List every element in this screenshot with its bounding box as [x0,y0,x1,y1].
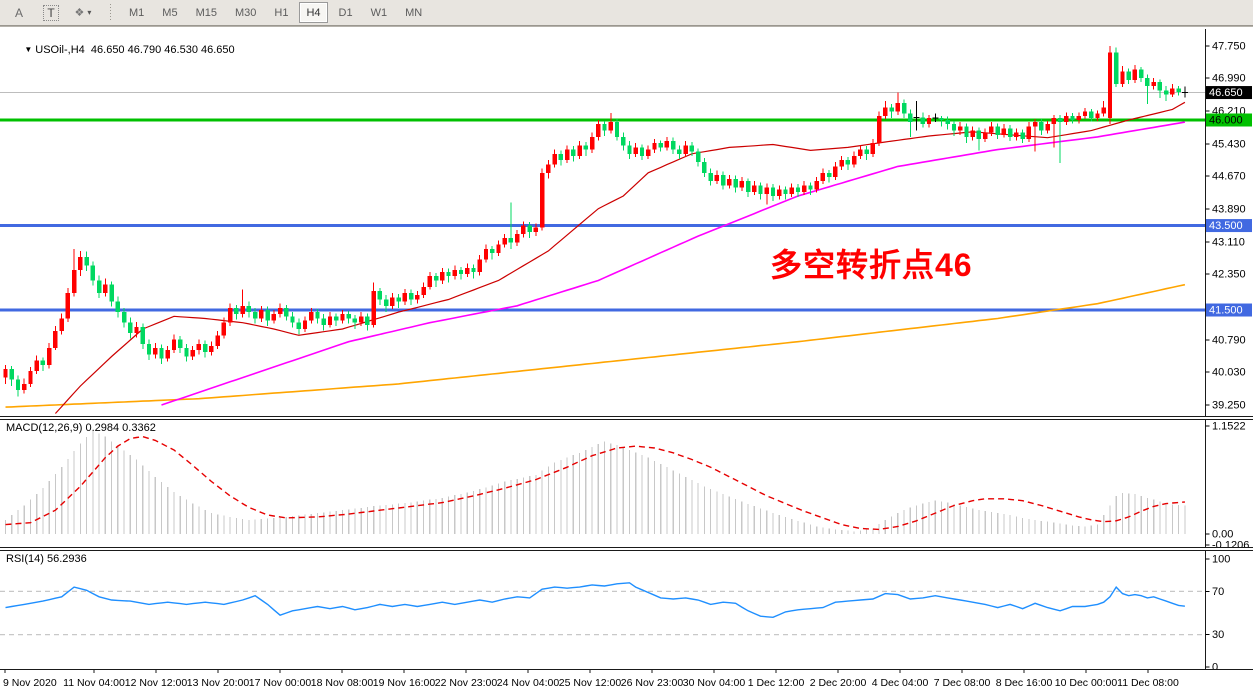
time-tick-label: 19 Nov 16:00 [373,677,436,689]
axis-tick-label: 43.890 [1212,204,1246,216]
axis-tick-label: 47.750 [1212,41,1246,53]
price-pane: 47.750 46.990 46.210 45.430 44.670 43.890 43.1… [0,29,1253,416]
time-tick-label: 12 Nov 12:00 [125,677,188,689]
time-tick-label: 17 Nov 00:00 [249,677,312,689]
text-tool-button[interactable]: A [4,2,34,24]
axis-tick-label: 1.1522 [1212,421,1246,433]
timeframe-button-d1[interactable]: D1 [338,6,353,19]
time-tick-label: 2 Dec 20:00 [810,677,867,689]
timeframe-button-m15[interactable]: M15 [195,6,217,19]
pane-separator[interactable] [0,547,1253,551]
axis-tick-label: 46.990 [1212,73,1246,85]
time-tick-label: 13 Nov 20:00 [187,677,250,689]
ma-magenta-line [161,121,1186,406]
arrows-tool-button[interactable]: ❖ ▾ [68,2,98,24]
text-label-tool-button[interactable]: T [36,2,66,24]
price-badge: 43.500 [1206,219,1252,233]
chart-window: 47.750 46.990 46.210 45.430 44.670 43.890 43.1… [0,26,1253,697]
time-tick-label: 4 Dec 04:00 [872,677,929,689]
timeframe-button-w1[interactable]: W1 [370,6,388,19]
candles-group [3,46,1188,397]
macd-histogram [4,430,1186,535]
timeframe-button-h4[interactable]: H4 [299,2,328,23]
time-tick-label: 26 Nov 23:00 [621,677,684,689]
axis-tick-label: 39.250 [1212,400,1246,412]
rsi-pane: 100 70 30 0 RSI(14) 56.2936 [0,551,1253,669]
svg-text:41.500: 41.500 [1209,305,1243,317]
timeframe-button-mn[interactable]: MN [405,6,423,19]
time-tick-label: 25 Nov 12:00 [559,677,622,689]
time-tick-label: 1 Dec 12:00 [748,677,805,689]
chart-annotation-text[interactable]: 多空转折点46 [770,247,973,283]
axis-tick-label: 100 [1212,554,1230,566]
axis-tick-label: 44.670 [1212,171,1246,183]
price-badge: 41.500 [1206,303,1252,317]
timeframe-button-m1[interactable]: M1 [129,6,145,19]
price-badge: 46.000 [1206,113,1252,127]
time-tick-label: 24 Nov 04:00 [497,677,560,689]
pane-separator[interactable] [0,416,1253,420]
axis-tick-label: 42.350 [1212,269,1246,281]
text-tool-label: A [14,5,23,20]
time-tick-label: 18 Nov 08:00 [311,677,374,689]
dropdown-caret-icon: ▾ [87,8,92,17]
time-axis[interactable]: 9 Nov 2020 11 Nov 04:00 12 Nov 12:00 13 Nov… [0,669,1253,697]
macd-chart-canvas[interactable]: 1.1522 0.00-0.1206 [0,420,1253,547]
rsi-label: RSI(14) 56.2936 [6,553,87,565]
time-tick-label: 8 Dec 16:00 [996,677,1053,689]
symbol-period-label: USOil-,H4 [35,44,85,56]
timeframe-button-m30[interactable]: M30 [234,6,257,19]
ohlc-values: 46.650 46.790 46.530 46.650 [90,44,235,56]
time-tick-label: 11 Nov 04:00 [63,677,125,689]
time-tick-label: 11 Dec 08:00 [1117,677,1179,689]
axis-tick-label: 40.030 [1212,367,1246,379]
axis-tick-label: 40.790 [1212,334,1246,346]
time-tick-label: 9 Nov 2020 [3,677,57,689]
ma-orange-line [5,283,1186,408]
axis-tick-label: -0.1206 [1212,540,1249,548]
toolbar: A T ❖ ▾ M1 M5 M15 M30 H1 H4 D1 W1 MN [0,0,1253,26]
toolbar-drag-handle[interactable] [108,3,113,22]
axis-tick-label: 0 [1212,662,1218,670]
text-label-tool-glyph: T [43,4,59,21]
axis-tick-label: 70 [1212,586,1224,598]
rsi-chart-canvas[interactable]: 100 70 30 0 [0,551,1253,669]
chart-title: ▼ USOil-,H4 46.650 46.790 46.530 46.650 [6,32,235,68]
axis-tick-label: 45.430 [1212,139,1246,151]
macd-label: MACD(12,26,9) 0.2984 0.3362 [6,422,156,434]
svg-text:46.000: 46.000 [1209,114,1243,126]
ma-red-line [54,101,1186,414]
svg-text:43.500: 43.500 [1209,220,1243,232]
arrows-icon: ❖ [74,7,85,19]
price-badge: 46.650 [1206,86,1252,100]
dropdown-triangle-icon[interactable]: ▼ [24,45,33,54]
axis-tick-label: 30 [1212,629,1224,641]
axis-tick-label: 0.00 [1212,529,1233,541]
macd-pane: 1.1522 0.00 -0.1206 MACD(12,26,9) 0.2984 0… [0,420,1253,547]
svg-text:46.650: 46.650 [1209,87,1243,99]
timeframe-button-m5[interactable]: M5 [162,6,178,19]
time-tick-label: 7 Dec 08:00 [934,677,991,689]
time-tick-label: 22 Nov 23:00 [435,677,498,689]
rsi-line [5,582,1185,619]
time-tick-label: 30 Nov 04:00 [683,677,746,689]
macd-signal-line [5,435,1185,531]
time-tick-label: 10 Dec 00:00 [1055,677,1118,689]
axis-tick-label: 43.110 [1212,237,1245,249]
timeframe-button-h1[interactable]: H1 [274,6,289,19]
price-chart-canvas[interactable]: 47.75046.99046.21045.43044.67043.89043.1… [0,29,1253,416]
